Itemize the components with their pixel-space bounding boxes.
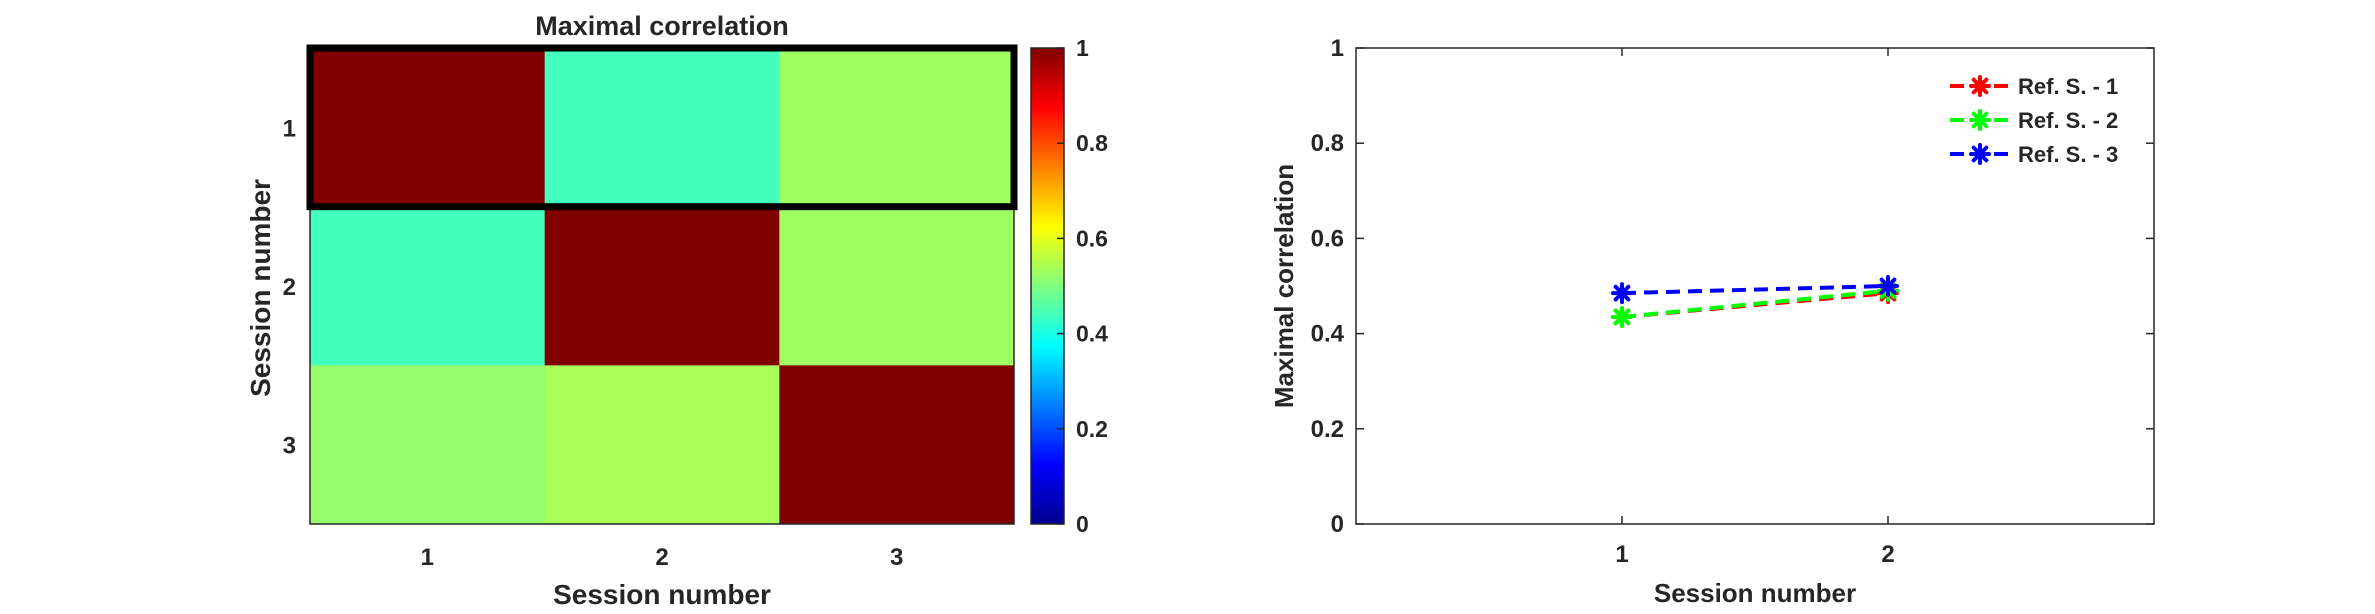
legend-label: Ref. S. - 1	[2018, 74, 2118, 99]
line-x-tick-label: 1	[1615, 541, 1628, 568]
series-3-point	[1877, 275, 1899, 297]
colorbar-tick-label: 0.8	[1076, 130, 1108, 156]
colorbar: 0 0.2 0.4 0.6 0.8 1	[1030, 35, 1108, 537]
colorbar-tick-label: 1	[1076, 35, 1089, 61]
heatmap-y-axis-label: Session number	[245, 179, 276, 397]
legend: Ref. S. - 1 Ref. S. - 2 Ref. S. - 3	[1950, 74, 2118, 167]
heatmap-title: Maximal correlation	[535, 11, 789, 41]
heatmap-x-tick-label: 2	[655, 544, 668, 571]
series-line-3	[1621, 284, 1889, 296]
line-y-tick-label: 1	[1331, 35, 1344, 62]
heatmap-y-tick-label: 1	[283, 115, 296, 142]
heatmap-cell-r2-c1	[310, 206, 546, 366]
heatmap-cell-r1-c1	[310, 48, 546, 208]
colorbar-tick-label: 0.6	[1076, 225, 1108, 251]
line-y-axis-label: Maximal correlation	[1269, 164, 1299, 408]
heatmap-panel: 1 2 3 1 2 3 Maximal correlation Session numb…	[245, 11, 1018, 610]
series-line-2	[1621, 288, 1889, 319]
legend-label: Ref. S. - 2	[2018, 108, 2118, 133]
heatmap-cell-r3-c1	[310, 365, 546, 525]
series-3-point	[1611, 282, 1633, 305]
line-y-tick-label: 0.6	[1311, 225, 1344, 252]
heatmap-y-tick-label: 2	[283, 274, 296, 301]
line-x-tick-label: 2	[1881, 541, 1894, 568]
line-y-tick-label: 0	[1331, 511, 1344, 538]
colorbar-tick-label: 0.4	[1076, 321, 1108, 347]
heatmap-cells	[309, 47, 1015, 525]
line-plot-area	[1355, 47, 2155, 525]
heatmap-y-ticks: 1 2 3	[283, 115, 296, 459]
legend-marker	[1969, 109, 1991, 131]
line-y-tick-label: 0.4	[1311, 321, 1345, 348]
legend-label: Ref. S. - 3	[2018, 142, 2118, 167]
heatmap-cell-r2-c2	[544, 206, 780, 366]
heatmap-cell-r1-c3	[779, 48, 1015, 208]
line-y-ticks: 0 0.2 0.4 0.6 0.8 1	[1311, 35, 2154, 538]
heatmap-cell-r2-c3	[779, 206, 1015, 366]
series-2-point	[1611, 305, 1633, 328]
line-series	[1611, 275, 1899, 328]
heatmap-cell-r3-c3	[779, 365, 1015, 525]
highlight-row-box	[306, 44, 1018, 211]
heatmap-cell-r1-c2	[544, 48, 780, 208]
heatmap-x-tick-label: 1	[421, 544, 434, 571]
heatmap-cell-r3-c2	[544, 365, 780, 525]
colorbar-ticks: 0 0.2 0.4 0.6 0.8 1	[1057, 35, 1108, 537]
line-y-tick-label: 0.2	[1311, 416, 1344, 443]
heatmap-y-tick-label: 3	[283, 433, 296, 460]
heatmap-x-tick-label: 3	[890, 544, 903, 571]
colorbar-gradient	[1030, 47, 1065, 525]
colorbar-tick-label: 0	[1076, 511, 1089, 537]
colorbar-tick-label: 0.2	[1076, 416, 1108, 442]
heatmap-x-axis-label: Session number	[553, 579, 771, 610]
line-x-axis-label: Session number	[1654, 578, 1856, 608]
heatmap-x-ticks: 1 2 3	[421, 544, 904, 571]
line-y-tick-label: 0.8	[1311, 130, 1344, 157]
legend-marker	[1969, 143, 1991, 165]
legend-marker	[1969, 75, 1991, 97]
